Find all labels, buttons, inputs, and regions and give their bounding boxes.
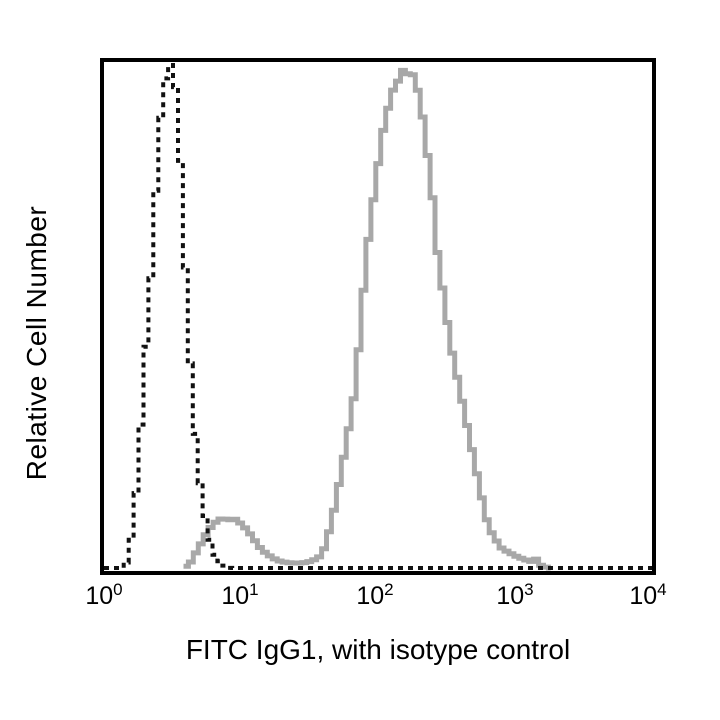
tick-base: 10	[629, 582, 658, 610]
isotype-control-curve	[104, 63, 652, 570]
x-axis-ticks: 100 101 102 103 104	[0, 580, 720, 622]
tick-base: 10	[221, 582, 250, 610]
tick-exponent: 3	[524, 580, 534, 599]
plot-area	[100, 58, 656, 575]
tick-base: 10	[496, 582, 525, 610]
x-axis-label: FITC IgG1, with isotype control	[185, 634, 571, 665]
x-tick-label-1e3: 103	[496, 580, 534, 611]
tick-exponent: 4	[657, 580, 667, 599]
tick-base: 10	[85, 582, 114, 610]
y-axis-label: Relative Cell Number	[21, 205, 52, 481]
histogram-canvas	[104, 63, 652, 571]
sample-curve	[183, 67, 551, 571]
x-tick-label-1e4: 104	[629, 580, 667, 611]
x-tick-label-1e0: 100	[85, 580, 123, 611]
tick-exponent: 2	[384, 580, 394, 599]
tick-exponent: 1	[249, 580, 259, 599]
tick-exponent: 0	[113, 580, 123, 599]
tick-base: 10	[356, 582, 385, 610]
x-tick-label-1e1: 101	[221, 580, 259, 611]
x-tick-label-1e2: 102	[356, 580, 394, 611]
